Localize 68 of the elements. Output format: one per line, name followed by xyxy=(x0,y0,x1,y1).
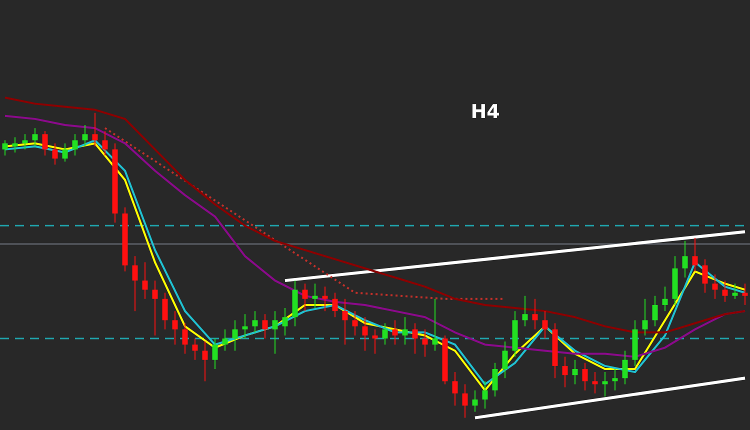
candlestick xyxy=(702,258,708,294)
candlestick xyxy=(432,298,438,352)
candlestick xyxy=(652,295,658,327)
candlestick xyxy=(232,320,238,352)
candlestick xyxy=(322,286,328,312)
candlestick xyxy=(622,350,628,385)
candlestick xyxy=(102,130,108,156)
candlestick xyxy=(362,316,368,352)
candlestick xyxy=(92,112,98,147)
candlestick xyxy=(152,280,158,336)
candlestick xyxy=(602,372,608,397)
candlestick xyxy=(222,328,228,352)
candlestick xyxy=(242,314,248,340)
candlestick xyxy=(492,362,498,397)
candlestick xyxy=(252,310,258,333)
candlestick xyxy=(42,130,48,156)
candlestick xyxy=(332,292,338,318)
candlestick xyxy=(592,372,598,394)
candlestick xyxy=(72,134,78,156)
candlestick xyxy=(452,372,458,406)
candlestick xyxy=(502,341,508,379)
candlestick xyxy=(32,128,38,147)
candlestick xyxy=(662,286,668,312)
candlestick xyxy=(22,134,28,150)
candlestick xyxy=(372,328,378,354)
candlestick xyxy=(532,298,538,330)
candlestick xyxy=(642,298,648,336)
candlestick xyxy=(352,310,358,336)
candlestick xyxy=(312,283,318,309)
candlestick xyxy=(612,368,618,391)
candlestick xyxy=(262,314,268,340)
candlestick xyxy=(692,237,698,272)
candlestick xyxy=(142,262,148,300)
candlestick xyxy=(342,298,348,346)
candlestick xyxy=(52,142,58,166)
candlestick xyxy=(82,124,88,147)
candlestick xyxy=(742,283,748,306)
candlestick xyxy=(562,356,568,388)
candlestick xyxy=(722,280,728,302)
candlestick xyxy=(412,322,418,354)
candlestick xyxy=(462,384,468,418)
candlestick xyxy=(402,316,408,346)
candlestick xyxy=(2,140,8,156)
candlestick xyxy=(482,380,488,410)
candlestick xyxy=(712,274,718,300)
candlestick xyxy=(582,362,588,391)
candlestick xyxy=(302,283,308,312)
candlestick xyxy=(162,292,168,330)
candlestick xyxy=(392,320,398,346)
candlestick xyxy=(382,322,388,346)
candlestick xyxy=(522,295,528,327)
candlestick xyxy=(62,142,68,162)
candlestick xyxy=(732,283,738,300)
candlestick xyxy=(172,310,178,346)
annotation: H4 xyxy=(470,100,500,123)
candlestick xyxy=(182,322,188,354)
candlestick xyxy=(132,256,138,312)
candlestick xyxy=(472,390,478,412)
candlestick xyxy=(192,338,198,360)
candlestick xyxy=(272,310,278,354)
candlestick xyxy=(202,341,208,382)
candlestick xyxy=(12,136,18,153)
candlestick xyxy=(542,310,548,340)
candlestick xyxy=(422,328,428,358)
candlestick xyxy=(282,308,288,336)
candlestick xyxy=(682,240,688,278)
candlestick xyxy=(212,338,218,370)
candlestick xyxy=(572,359,578,385)
